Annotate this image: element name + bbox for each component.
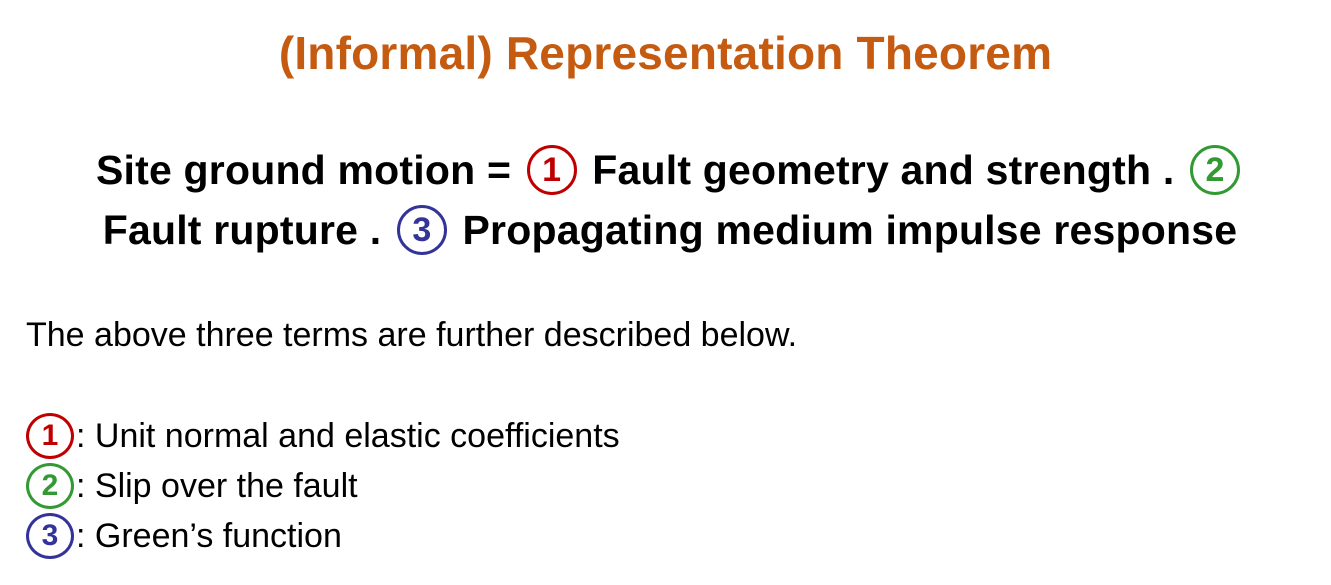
term-description: : Green’s function (76, 517, 342, 555)
circled-number-1-icon: 1 (26, 413, 74, 460)
circled-number-3-icon: 3 (396, 205, 447, 256)
circled-number-1-icon: 1 (526, 145, 577, 196)
circled-number-2-icon: 2 (1190, 145, 1241, 196)
equation-part-fault-geometry: Fault geometry and strength . (592, 147, 1175, 193)
term-list: 1: Unit normal and elastic coefficients … (26, 411, 620, 561)
term-description: : Unit normal and elastic coefficients (76, 417, 620, 455)
representation-equation: Site ground motion = 1 Fault geometry an… (20, 140, 1320, 260)
term-description: : Slip over the fault (76, 467, 358, 505)
term-item-3: 3: Green’s function (26, 511, 620, 561)
equation-line-1: Site ground motion = 1 Fault geometry an… (20, 140, 1320, 200)
equation-part-fault-rupture: Fault rupture . (102, 207, 382, 253)
equation-part-site-ground-motion: Site ground motion = (95, 147, 512, 193)
term-item-1: 1: Unit normal and elastic coefficients (26, 411, 620, 461)
intro-text: The above three terms are further descri… (26, 316, 798, 354)
equation-part-propagating-medium: Propagating medium impulse response (462, 207, 1238, 253)
circled-number-2-icon: 2 (26, 463, 74, 510)
term-item-2: 2: Slip over the fault (26, 461, 620, 511)
circled-number-3-icon: 3 (26, 513, 74, 560)
equation-line-2: Fault rupture . 3 Propagating medium imp… (20, 200, 1320, 260)
slide-title: (Informal) Representation Theorem (278, 27, 1053, 79)
